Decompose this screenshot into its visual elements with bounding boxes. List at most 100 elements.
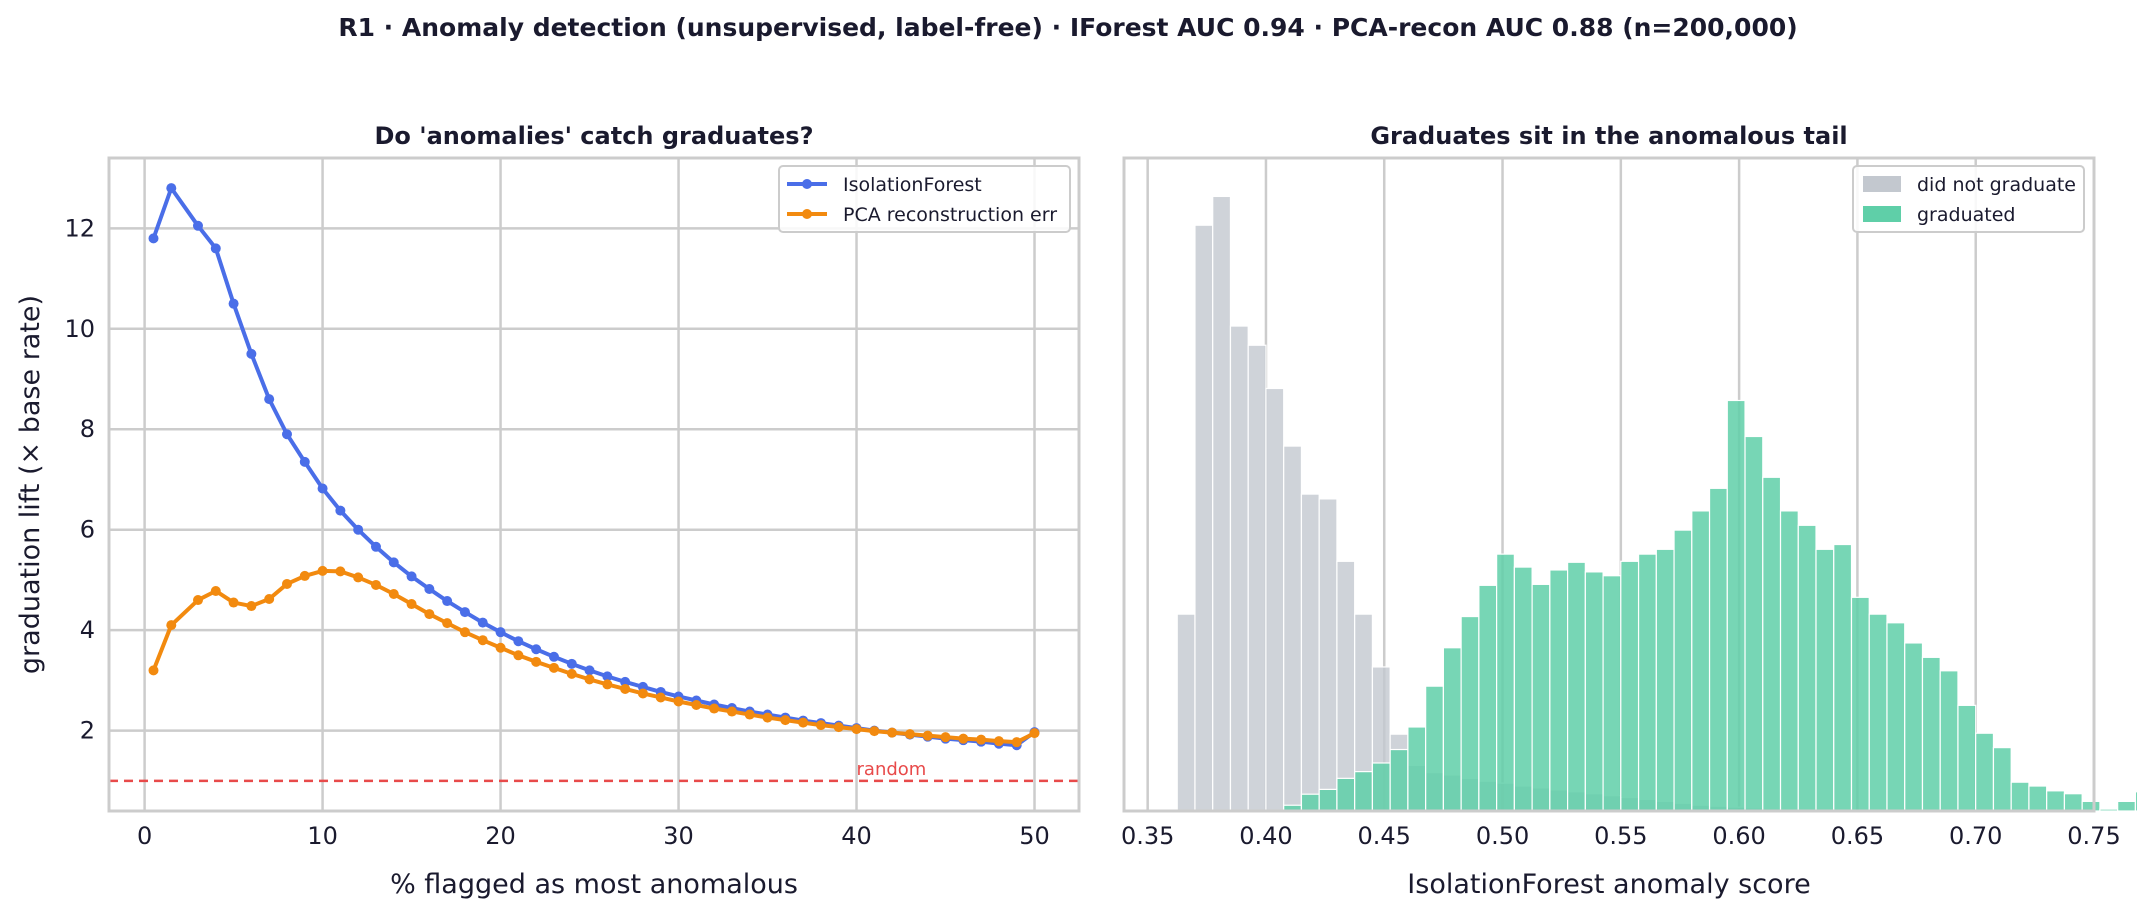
left-legend-marker [802, 209, 812, 219]
hist-bar-1 [1531, 583, 1551, 812]
series-point-1 [958, 733, 969, 744]
right-legend: did not graduate graduated [1852, 165, 2085, 233]
series-point-1 [869, 726, 880, 737]
series-point-1 [566, 668, 577, 679]
hist-bar-1 [1407, 726, 1427, 812]
right-legend-box [1852, 165, 2085, 233]
series-point-1 [531, 656, 542, 667]
hist-bar-1 [1833, 543, 1853, 812]
hist-bar-1 [1886, 622, 1906, 812]
series-point-1 [228, 597, 239, 608]
series-point-1 [922, 730, 933, 741]
hist-bar-0 [1336, 560, 1356, 812]
left-gridlines [109, 158, 1079, 811]
series-point-0 [477, 617, 488, 628]
hist-bar-1 [2117, 800, 2137, 812]
hist-bar-0 [1194, 224, 1214, 812]
right-x-tick-label: 0.40 [1239, 822, 1292, 850]
series-point-1 [148, 665, 159, 676]
series-point-1 [780, 715, 791, 726]
right-legend-swatch [1863, 206, 1901, 222]
left-x-tick-label: 20 [485, 822, 516, 850]
left-x-axis-label: % flagged as most anomalous [390, 869, 798, 900]
series-point-0 [442, 596, 453, 607]
left-x-tick-label: 10 [307, 822, 338, 850]
left-chart-title: Do 'anomalies' catch graduates? [375, 122, 814, 150]
hist-bar-1 [1744, 435, 1764, 812]
hist-bar-1 [1815, 548, 1835, 812]
left-legend-box [778, 165, 1071, 233]
hist-bar-1 [1513, 566, 1533, 812]
random-reference: random [109, 759, 1079, 783]
right-x-tick-label: 0.70 [1949, 822, 2002, 850]
hist-bar-1 [1496, 553, 1515, 812]
hist-bar-1 [2063, 793, 2083, 812]
left-legend-label: IsolationForest [843, 174, 982, 196]
hist-bar-1 [1762, 476, 1782, 812]
hist-bar-1 [1371, 762, 1391, 812]
hist-bar-0 [1229, 325, 1249, 812]
series-point-1 [317, 565, 328, 576]
hist-bar-1 [1726, 399, 1746, 812]
series-point-1 [744, 709, 755, 720]
right-tick-labels: 0.35 0.40 0.45 0.50 0.55 0.60 0.65 0.70 0.75 [1121, 822, 2121, 850]
hist-bar-1 [1637, 553, 1657, 812]
series-point-1 [442, 618, 453, 629]
hist-bar-1 [1708, 487, 1728, 812]
left-legend-marker [802, 179, 812, 189]
series-point-1 [637, 688, 648, 699]
series-point-0 [299, 456, 310, 467]
hist-bar-1 [1992, 747, 2012, 812]
series-point-1 [976, 734, 987, 745]
series-point-0 [228, 298, 239, 309]
hist-bar-1 [1318, 788, 1338, 812]
right-chart-title: Graduates sit in the anomalous tail [1370, 122, 1847, 150]
right-legend-label: graduated [1917, 204, 2015, 226]
right-x-tick-label: 0.60 [1712, 822, 1765, 850]
series-point-0 [148, 233, 159, 244]
hist-bar-1 [1655, 548, 1675, 812]
series-point-0 [406, 571, 417, 582]
series-point-1 [798, 717, 809, 728]
series-point-1 [655, 692, 666, 703]
series-point-0 [495, 627, 506, 638]
left-y-tick-label: 2 [80, 717, 95, 745]
series-point-0 [513, 636, 524, 647]
series-point-0 [584, 665, 595, 676]
series-point-0 [246, 348, 257, 359]
hist-bar-1 [1442, 647, 1462, 812]
series-point-1 [833, 722, 844, 733]
series-point-1 [602, 679, 613, 690]
left-y-tick-label: 4 [80, 616, 95, 644]
hist-bar-1 [2010, 781, 2030, 812]
series-point-1 [513, 650, 524, 661]
hist-bar-0 [1212, 195, 1232, 812]
series-point-1 [459, 627, 470, 638]
series-line-1 [151, 568, 1036, 745]
series-point-1 [940, 732, 951, 743]
right-legend-label: did not graduate [1917, 174, 2076, 196]
hist-bar-1 [1691, 510, 1711, 812]
series-point-0 [192, 220, 203, 231]
series-point-0 [620, 676, 631, 687]
series-point-0 [210, 243, 221, 254]
hist-bar-1 [1478, 584, 1498, 812]
hist-bar-1 [2028, 785, 2048, 812]
hist-bar-1 [1389, 748, 1409, 812]
hist-bar-0 [1300, 493, 1320, 812]
series-point-0 [424, 583, 435, 594]
series-point-0 [317, 483, 328, 494]
right-x-tick-label: 0.65 [1831, 822, 1884, 850]
series-point-0 [370, 541, 381, 552]
series-point-1 [264, 594, 275, 605]
series-point-0 [335, 505, 346, 516]
hist-bar-1 [1584, 571, 1604, 812]
hist-bar-0 [1265, 387, 1285, 812]
left-x-tick-label: 50 [1019, 822, 1050, 850]
series-point-1 [673, 696, 684, 707]
left-legend: IsolationForest PCA reconstruction err [778, 165, 1071, 233]
series-point-1 [993, 736, 1004, 747]
left-y-tick-label: 10 [64, 315, 95, 343]
series-point-0 [459, 607, 470, 618]
series-point-1 [1011, 737, 1022, 748]
